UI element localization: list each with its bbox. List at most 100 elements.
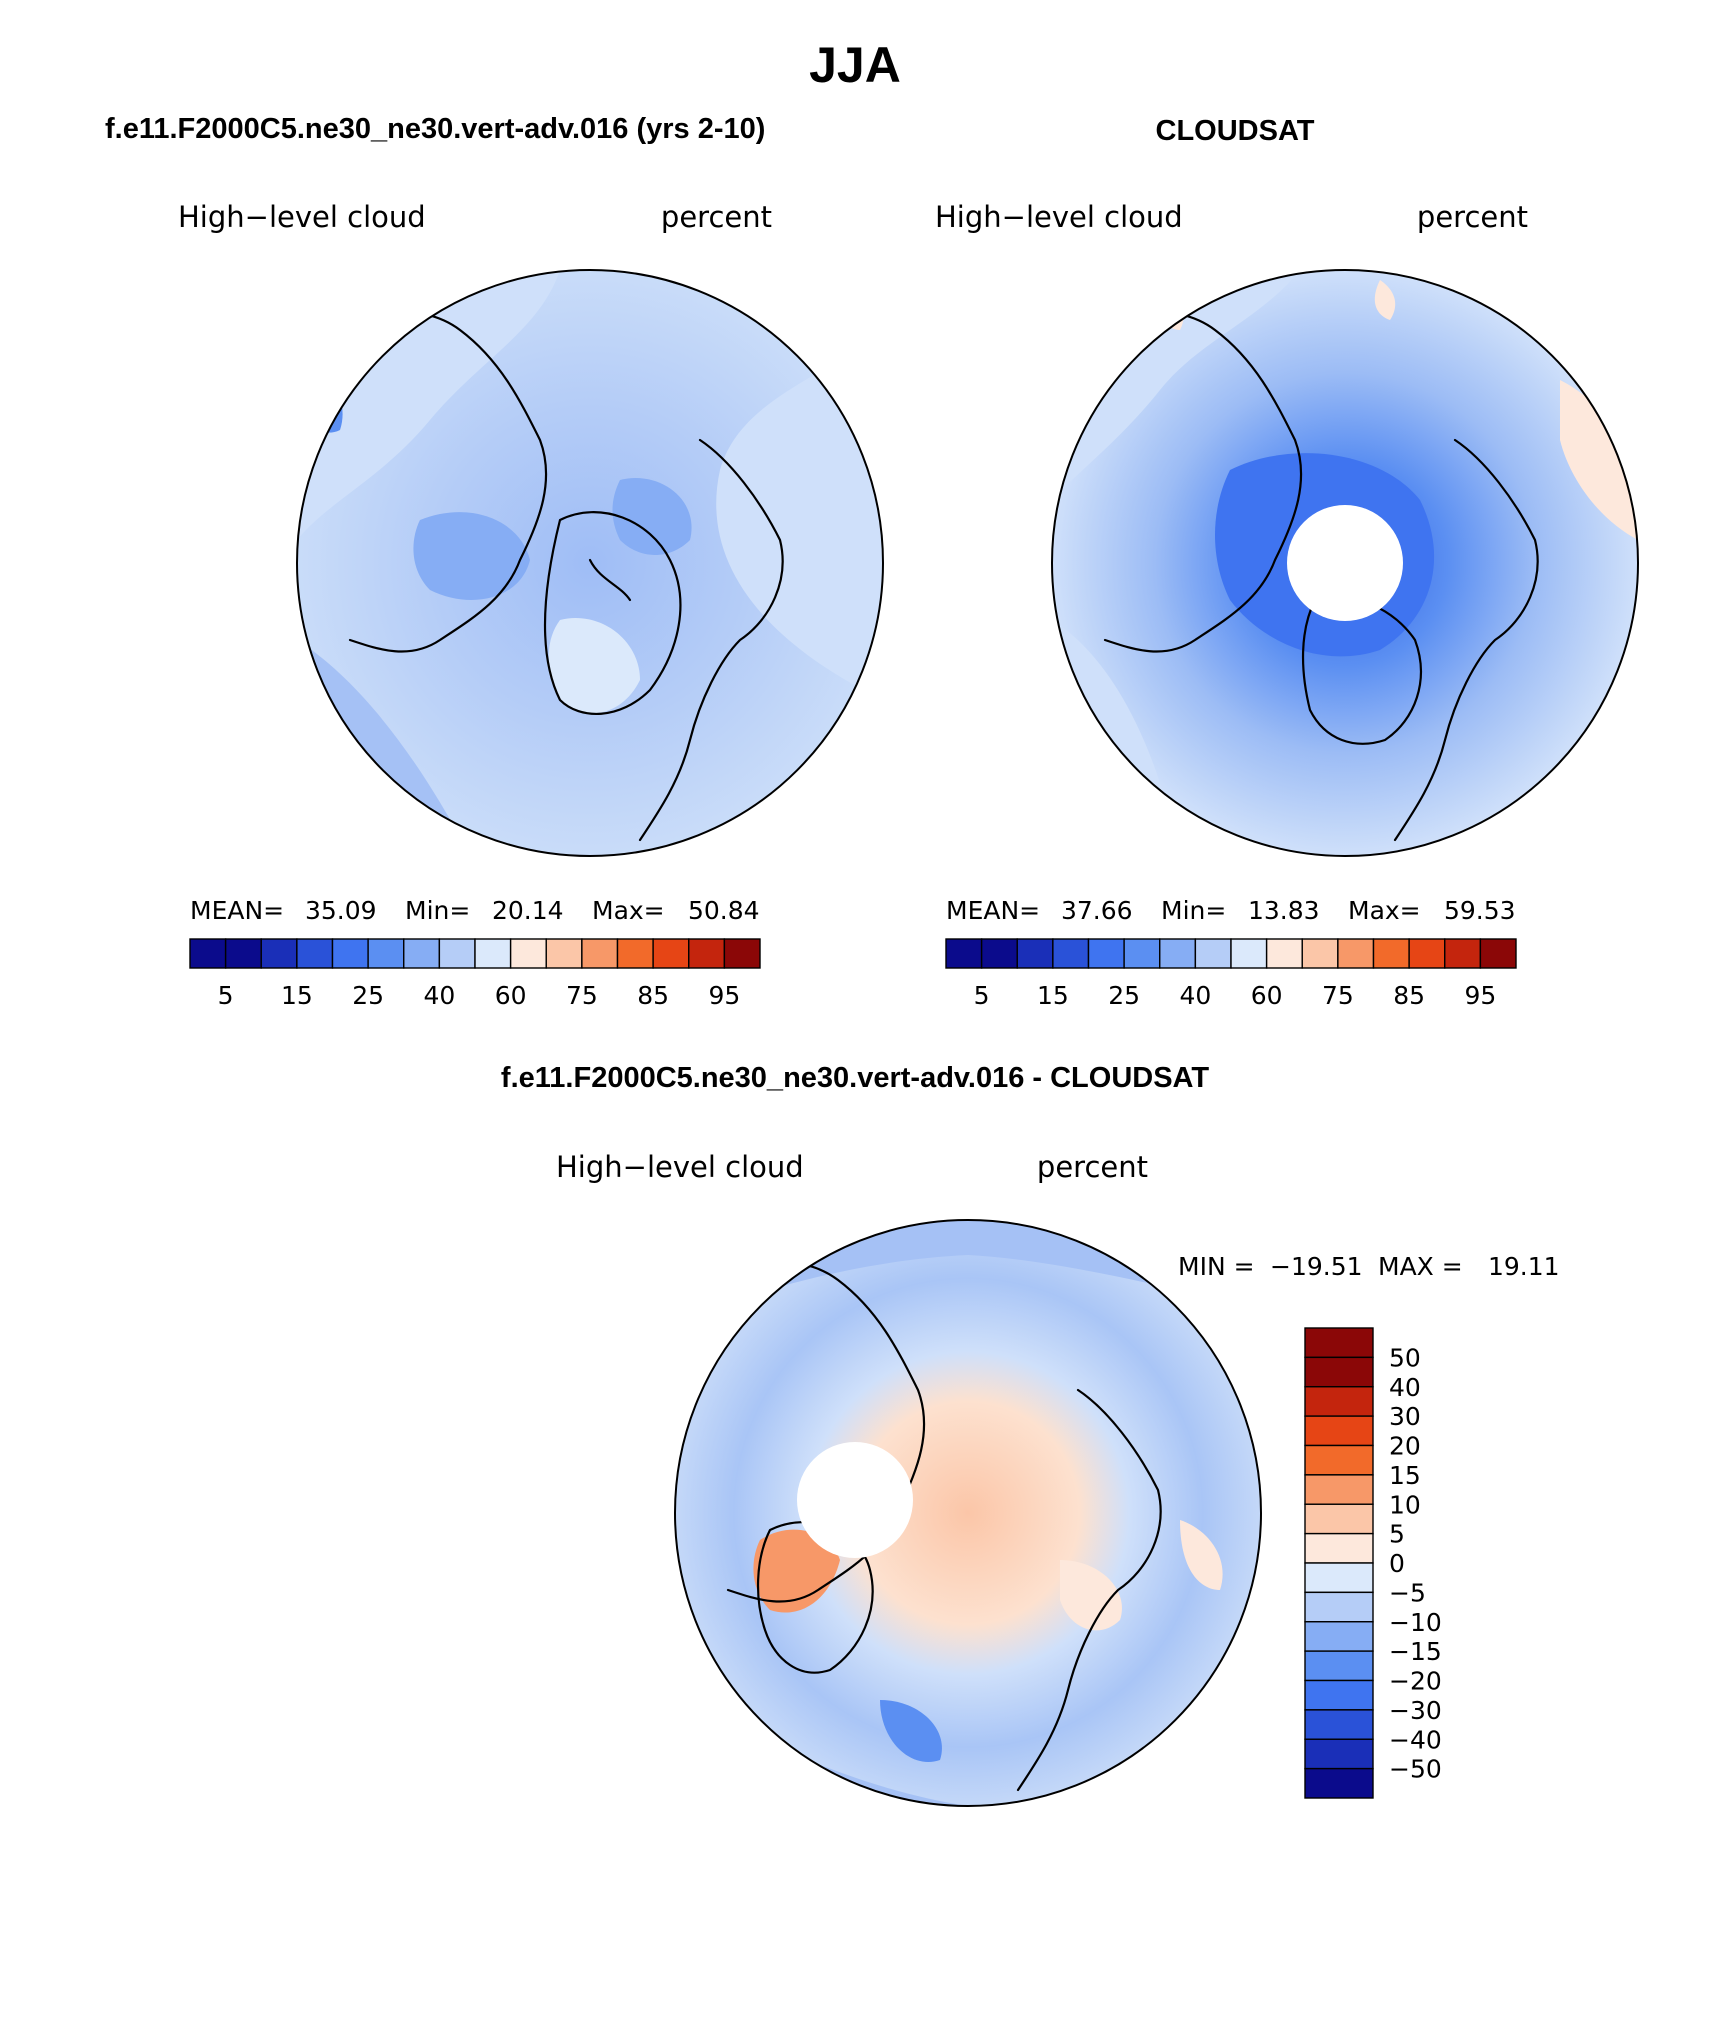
panel-b-colorbar-box	[1265, 938, 1303, 969]
panel-c-title: f.e11.F2000C5.ne30_ne30.vert-adv.016 - C…	[501, 1062, 1209, 1094]
panel-a-colorbar-box	[545, 938, 583, 969]
panel-b-title: CLOUDSAT	[1156, 115, 1315, 147]
panel-c-colorbar-tick-label: −15	[1389, 1637, 1442, 1666]
page-title: JJA	[809, 37, 901, 93]
panel-c-colorbar-box	[1304, 1415, 1374, 1447]
panel-c-colorbar-tick-label: 50	[1389, 1343, 1421, 1372]
panel-c-colorbar-tick-label: 10	[1389, 1490, 1421, 1519]
panel-c-max-value: 19.11	[1488, 1252, 1560, 1281]
panel-b-colorbar-box	[1337, 938, 1375, 969]
panel-b-mean-label: MEAN=	[946, 896, 1040, 925]
panel-a-colorbar-box	[367, 938, 405, 969]
panel-b-mean-value: 37.66	[1061, 896, 1133, 925]
panel-b-colorbar-box	[1052, 938, 1090, 969]
panel-c-colorbar-tick-label: −30	[1389, 1696, 1442, 1725]
panel-b-max-value: 59.53	[1444, 896, 1516, 925]
panel-b-variable-label: High−level cloud	[935, 200, 1183, 234]
panel-a-colorbar-tick-label: 75	[566, 981, 598, 1010]
panel-a-colorbar-box	[474, 938, 512, 969]
panel-c-units-label: percent	[1037, 1150, 1148, 1184]
panel-a-colorbar-box	[260, 938, 298, 969]
panel-b-stats: MEAN= 37.66 Min= 13.83 Max= 59.53	[946, 896, 1516, 925]
panel-a-mean-label: MEAN=	[190, 896, 284, 925]
panel-c-variable-label: High−level cloud	[556, 1150, 804, 1184]
panel-a-map	[296, 269, 884, 857]
panel-b-colorbar-tick-label: 40	[1179, 981, 1211, 1010]
panel-c-colorbar-box	[1304, 1444, 1374, 1476]
panel-b-colorbar-tick-label: 5	[974, 981, 990, 1010]
panel-b-colorbar-box	[1159, 938, 1197, 969]
panel-a-colorbar-box	[616, 938, 654, 969]
panel-a-colorbar-box	[331, 938, 369, 969]
panel-b-colorbar-box	[1444, 938, 1482, 969]
panel-a-colorbar-box	[403, 938, 441, 969]
panel-c-colorbar-tick-label: −5	[1389, 1578, 1426, 1607]
panel-b-colorbar-tick-label: 25	[1108, 981, 1140, 1010]
panel-b-colorbar: 5 15 25 40 60 75 85 95	[945, 938, 1517, 1010]
panel-c-min-value: −19.51	[1270, 1252, 1363, 1281]
panel-b-colorbar-box	[1230, 938, 1268, 969]
panel-b-colorbar-box	[1408, 938, 1446, 969]
panel-a-colorbar-box	[688, 938, 726, 969]
panel-b-colorbar-box	[1123, 938, 1161, 969]
panel-c-colorbar-box	[1304, 1709, 1374, 1740]
panel-b-map	[1051, 269, 1639, 857]
panel-b-colorbar-box	[1301, 938, 1339, 969]
panel-a-colorbar-box	[581, 938, 619, 969]
panel-c-colorbar-box	[1304, 1621, 1374, 1652]
panel-c-colorbar-tick-label: 30	[1389, 1402, 1421, 1431]
panel-b-units-label: percent	[1417, 200, 1528, 234]
panel-a-variable-label: High−level cloud	[178, 200, 426, 234]
panel-c-colorbar-tick-label: −10	[1389, 1608, 1442, 1637]
panel-c-colorbar-tick-label: 15	[1389, 1461, 1421, 1490]
panel-a-colorbar-box	[652, 938, 690, 969]
panel-a-colorbar-box	[438, 938, 476, 969]
panel-c-map	[674, 1219, 1262, 1807]
panel-c-max-label: MAX =	[1378, 1252, 1463, 1281]
panel-b-colorbar-box	[1016, 938, 1054, 969]
panel-a-colorbar-tick-label: 85	[637, 981, 669, 1010]
panel-c-colorbar-box	[1304, 1356, 1374, 1388]
panel-b-colorbar-tick-label: 75	[1322, 981, 1354, 1010]
panel-a-colorbar: 5 15 25 40 60 75 85 95	[189, 938, 761, 1010]
panel-c-pole-hole	[797, 1442, 913, 1558]
panel-b-max-label: Max=	[1348, 896, 1421, 925]
panel-b-min-label: Min=	[1161, 896, 1226, 925]
panel-c-colorbar-box	[1304, 1562, 1374, 1594]
panel-a-units-label: percent	[661, 200, 772, 234]
panel-b-pole-hole	[1287, 505, 1403, 621]
panel-c-colorbar-tick-label: −20	[1389, 1667, 1442, 1696]
panel-c-colorbar-tick-label: 40	[1389, 1373, 1421, 1402]
panel-b-colorbar-box	[1087, 938, 1125, 969]
panel-c-stats: MIN = −19.51 MAX = 19.11	[1178, 1252, 1560, 1281]
panel-a-colorbar-box	[509, 938, 547, 969]
panel-c-colorbar-box	[1304, 1591, 1374, 1623]
panel-b-colorbar-box	[1194, 938, 1232, 969]
panel-a-stats: MEAN= 35.09 Min= 20.14 Max= 50.84	[190, 896, 760, 925]
panel-a-mean-value: 35.09	[305, 896, 377, 925]
panel-b-colorbar-box	[980, 938, 1018, 969]
panel-c-colorbar-tick-label: −40	[1389, 1725, 1442, 1754]
panel-a-colorbar-tick-label: 15	[281, 981, 313, 1010]
panel-a-min-label: Min=	[405, 896, 470, 925]
panel-b-colorbar-box	[1372, 938, 1410, 969]
panel-a-title: f.e11.F2000C5.ne30_ne30.vert-adv.016 (yr…	[105, 113, 765, 145]
panel-a-colorbar-tick-label: 5	[218, 981, 234, 1010]
panel-b-min-value: 13.83	[1248, 896, 1320, 925]
panel-c-colorbar-tick-label: 0	[1389, 1549, 1405, 1578]
panel-c-colorbar-box	[1304, 1738, 1374, 1770]
panel-b-colorbar-box	[945, 938, 983, 969]
panel-a-max-label: Max=	[592, 896, 665, 925]
panel-c-colorbar-tick-label: 20	[1389, 1432, 1421, 1461]
panel-a-max-value: 50.84	[688, 896, 760, 925]
panel-c-colorbar-box	[1304, 1386, 1374, 1417]
panel-b-colorbar-box	[1479, 938, 1517, 969]
panel-c-colorbar-tick-label: −50	[1389, 1755, 1442, 1784]
panel-c-colorbar-box	[1304, 1532, 1374, 1564]
panel-c-colorbar-box	[1304, 1767, 1374, 1799]
panel-c-colorbar-box	[1304, 1503, 1374, 1535]
panel-c-colorbar-box	[1304, 1650, 1374, 1682]
panel-b-colorbar-tick-label: 95	[1464, 981, 1496, 1010]
panel-c-colorbar-box	[1304, 1679, 1374, 1711]
